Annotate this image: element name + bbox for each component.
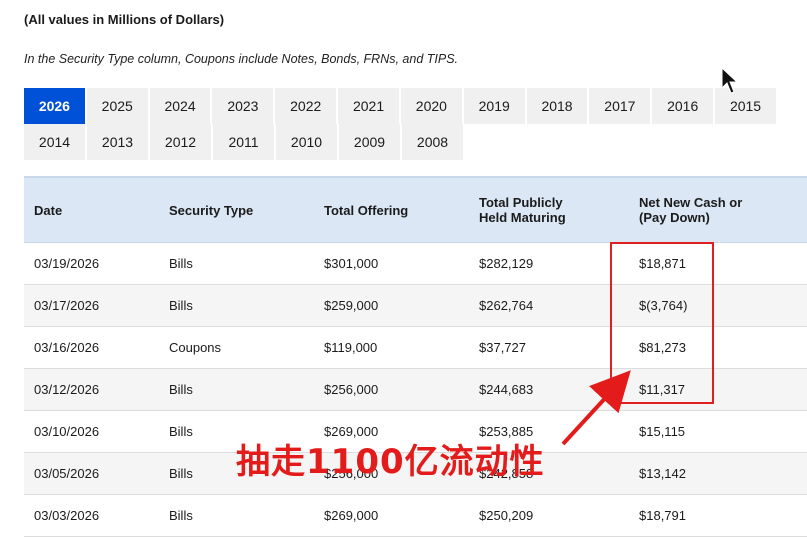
cell-security-type: Bills [159,368,314,411]
cell-date: 03/03/2026 [24,494,159,537]
year-tab-2025[interactable]: 2025 [86,88,150,124]
cell-security-type: Coupons [159,326,314,369]
year-tab-2024[interactable]: 2024 [149,88,213,124]
cell-date: 03/05/2026 [24,452,159,495]
cell-held-maturing: $250,209 [469,494,629,537]
year-tab-2014[interactable]: 2014 [24,124,87,160]
annotation-text: 抽走1100亿流动性 [236,442,545,482]
cell-total-offering: $256,000 [314,452,469,495]
cell-date: 03/16/2026 [24,326,159,369]
year-tab-2015[interactable]: 2015 [715,88,778,124]
header-held-maturing-line1: Total Publicly [479,195,563,210]
year-tab-2012[interactable]: 2012 [150,124,213,160]
cell-date: 03/12/2026 [24,368,159,411]
year-tab-2020[interactable]: 2020 [400,88,464,124]
header-net-new-cash[interactable]: Net New Cash or (Pay Down) [629,176,807,243]
year-tab-2021[interactable]: 2021 [338,88,401,124]
header-total-offering[interactable]: Total Offering [314,176,469,243]
year-tab-2013[interactable]: 2013 [87,124,150,160]
units-note: (All values in Millions of Dollars) [24,12,225,27]
year-tab-2022[interactable]: 2022 [275,88,339,124]
table-row: 03/05/2026 Bills $256,000 $242,858 $13,142 [24,452,807,495]
year-tab-2026[interactable]: 2026 [24,88,87,124]
table-row: 03/19/2026 Bills $301,000 $282,129 $18,871 [24,242,807,285]
cell-net-new-cash: $15,115 [629,410,807,453]
cell-total-offering: $119,000 [314,326,469,369]
table-row: 03/03/2026 Bills $269,000 $250,209 $18,791 [24,494,807,537]
cell-date: 03/10/2026 [24,410,159,453]
cell-net-new-cash: $11,317 [629,368,807,411]
year-tab-2018[interactable]: 2018 [526,88,590,124]
cell-held-maturing: $262,764 [469,284,629,327]
cell-total-offering: $256,000 [314,368,469,411]
cell-total-offering: $269,000 [314,494,469,537]
table-row: 03/17/2026 Bills $259,000 $262,764 $(3,764) [24,284,807,327]
cell-net-new-cash: $81,273 [629,326,807,369]
year-tab-2008[interactable]: 2008 [402,124,465,160]
year-tab-2016[interactable]: 2016 [652,88,716,124]
cell-total-offering: $259,000 [314,284,469,327]
cell-date: 03/19/2026 [24,242,159,285]
table-row: 03/16/2026 Coupons $119,000 $37,727 $81,273 [24,326,807,369]
year-tab-2023[interactable]: 2023 [212,88,276,124]
table-header-row: Date Security Type Total Offering Total … [24,176,807,243]
cell-total-offering: $269,000 [314,410,469,453]
year-tab-2017[interactable]: 2017 [589,88,653,124]
cell-security-type: Bills [159,452,314,495]
cell-security-type: Bills [159,284,314,327]
cell-held-maturing: $37,727 [469,326,629,369]
cell-held-maturing: $242,858 [469,452,629,495]
security-type-note: In the Security Type column, Coupons inc… [24,52,459,66]
mouse-cursor-icon [721,66,739,94]
cell-net-new-cash: $18,791 [629,494,807,537]
header-held-maturing-line2: Held Maturing [479,210,566,225]
cell-date: 03/17/2026 [24,284,159,327]
cell-security-type: Bills [159,410,314,453]
cell-net-new-cash: $13,142 [629,452,807,495]
cell-net-new-cash: $(3,764) [629,284,807,327]
cell-total-offering: $301,000 [314,242,469,285]
year-tab-2010[interactable]: 2010 [276,124,339,160]
cell-net-new-cash: $18,871 [629,242,807,285]
table-row: 03/12/2026 Bills $256,000 $244,683 $11,317 [24,368,807,411]
year-tab-2009[interactable]: 2009 [339,124,402,160]
header-net-new-cash-line2: (Pay Down) [639,210,710,225]
cell-security-type: Bills [159,494,314,537]
year-tab-2019[interactable]: 2019 [463,88,527,124]
year-tabs-row-1: 2026 2025 2024 2023 2022 2021 2020 2019 2018 2017… [24,88,778,124]
header-held-maturing[interactable]: Total Publicly Held Maturing [469,176,629,243]
header-net-new-cash-line1: Net New Cash or [639,195,743,210]
table-body: 03/19/2026 Bills $301,000 $282,129 $18,871 03… [24,242,807,537]
cell-held-maturing: $282,129 [469,242,629,285]
cell-security-type: Bills [159,242,314,285]
year-tabs: 2026 2025 2024 2023 2022 2021 2020 2019 2018 2017… [24,88,778,160]
cell-held-maturing: $244,683 [469,368,629,411]
header-date[interactable]: Date [24,176,159,243]
year-tab-2011[interactable]: 2011 [213,124,276,160]
header-security-type[interactable]: Security Type [159,176,314,243]
year-tabs-row-2: 2014 2013 2012 2011 2010 2009 2008 [24,124,778,160]
